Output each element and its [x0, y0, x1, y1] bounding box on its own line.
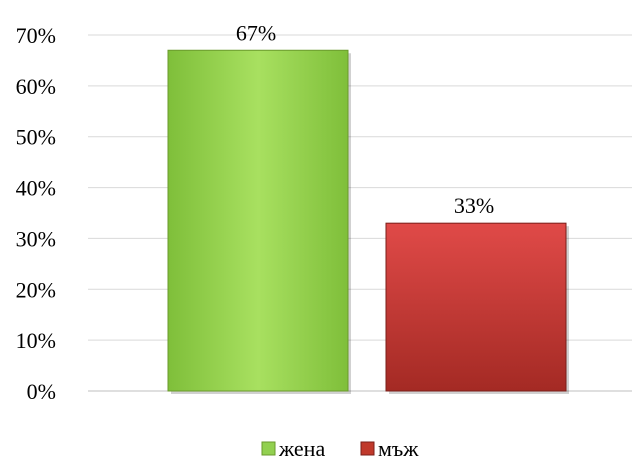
y-tick-label: 30%: [16, 226, 56, 251]
y-tick-label: 70%: [16, 23, 56, 48]
data-labels: 67% 33%: [236, 20, 494, 218]
y-tick-label: 0%: [27, 379, 56, 404]
y-tick-label: 50%: [16, 125, 56, 150]
bars: [167, 49, 569, 394]
y-tick-label: 60%: [16, 74, 56, 99]
bar-mazh: [385, 222, 567, 392]
y-tick-label: 10%: [16, 328, 56, 353]
legend-label: жена: [278, 436, 325, 461]
y-axis-tick-labels: 0% 10% 20% 30% 40% 50% 60% 70%: [16, 23, 56, 404]
y-tick-label: 20%: [16, 277, 56, 302]
data-label: 33%: [454, 193, 494, 218]
legend-swatch-mazh: [360, 441, 375, 456]
bar-zhena: [167, 49, 349, 392]
y-tick-label: 40%: [16, 176, 56, 201]
legend-swatch-zhena: [261, 441, 276, 456]
legend-label: мъж: [378, 436, 419, 461]
data-label: 67%: [236, 20, 276, 45]
legend: жена мъж: [261, 436, 419, 461]
